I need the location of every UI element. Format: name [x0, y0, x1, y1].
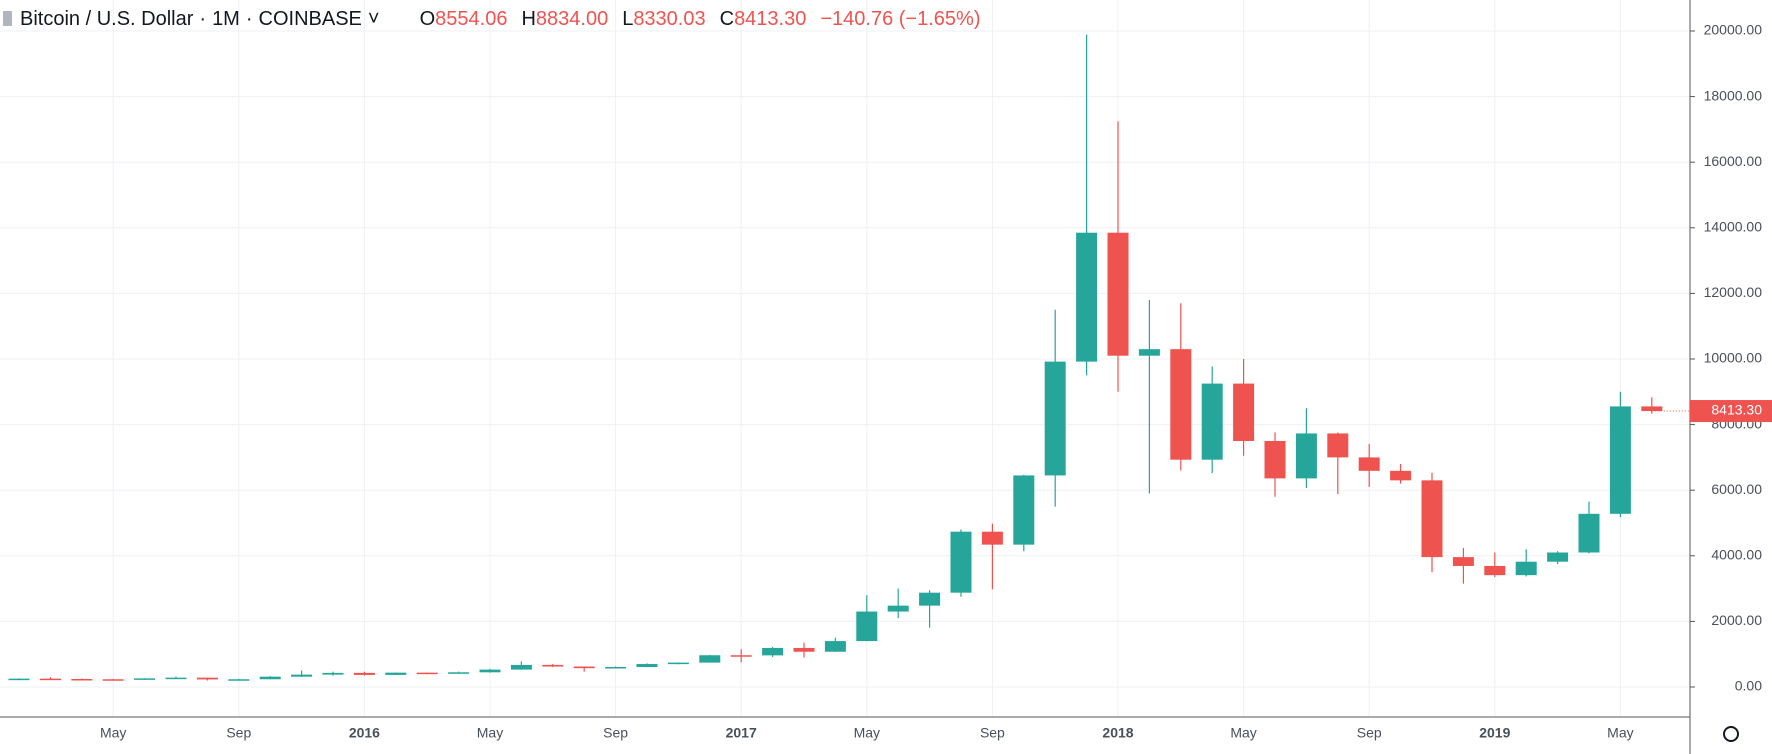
- candle-body: [919, 592, 941, 606]
- candle-body: [950, 531, 972, 593]
- candle-body: [322, 672, 344, 675]
- open-letter: O: [419, 8, 436, 30]
- x-tick-label: 2019: [1479, 725, 1510, 741]
- high-value: 8834.00: [535, 8, 609, 30]
- x-tick-label: Sep: [603, 725, 628, 741]
- flag-icon: [3, 11, 12, 26]
- candle-body: [196, 677, 218, 680]
- candle-body: [1578, 513, 1600, 553]
- candle-body: [1076, 232, 1098, 362]
- y-tick-label: 18000.00: [1704, 87, 1763, 103]
- candle-body: [1327, 433, 1349, 458]
- y-tick-label: 4000.00: [1711, 546, 1762, 562]
- candle-body: [1609, 406, 1631, 514]
- chevron[interactable]: ˅: [367, 8, 380, 30]
- candle-body: [102, 679, 124, 681]
- candle-body: [1358, 457, 1380, 471]
- candle-body: [1233, 383, 1255, 441]
- last-price-tag: [1690, 400, 1772, 423]
- x-tick-label: Sep: [226, 725, 251, 741]
- open-value: 8554.06: [435, 8, 508, 30]
- candle-body: [573, 666, 595, 669]
- candle-body: [762, 647, 784, 656]
- exchange[interactable]: COINBASE: [258, 8, 362, 30]
- x-tick-label: 2016: [349, 725, 380, 741]
- candle-body: [605, 667, 627, 669]
- candle-body: [1044, 361, 1066, 476]
- x-tick-label: Sep: [980, 725, 1005, 741]
- candle-body: [479, 669, 501, 673]
- candle-body: [1452, 557, 1474, 566]
- x-tick-label: May: [854, 725, 880, 741]
- candle-body: [259, 676, 281, 680]
- candle-body: [385, 672, 407, 675]
- separator: ·: [199, 8, 207, 30]
- candle-body: [856, 611, 878, 642]
- close-value: 8413.30: [734, 8, 807, 30]
- candle-body: [636, 664, 658, 668]
- candle-body: [291, 674, 313, 677]
- candle-body: [887, 605, 909, 612]
- candle-body: [1170, 349, 1192, 460]
- y-tick-label: 10000.00: [1704, 350, 1763, 366]
- x-tick-label: May: [1607, 725, 1633, 741]
- x-tick-label: May: [477, 725, 503, 741]
- interval: 1M: [212, 8, 240, 30]
- candle-body: [1201, 383, 1223, 460]
- candle-body: [510, 664, 532, 670]
- candle-body: [1421, 480, 1443, 558]
- candle-body: [1295, 433, 1317, 479]
- candle-body: [165, 677, 187, 680]
- y-tick-label: 20000.00: [1704, 22, 1763, 38]
- last-price-label: 8413.30: [1711, 402, 1762, 418]
- x-tick-label: 2017: [726, 725, 757, 741]
- candle-body: [542, 664, 564, 667]
- candle-body: [71, 678, 93, 681]
- candle-body: [8, 678, 30, 681]
- candle-body: [1013, 475, 1035, 545]
- y-tick-label: 12000.00: [1704, 284, 1763, 300]
- y-tick-label: 0.00: [1735, 678, 1762, 694]
- high-letter: H: [521, 8, 536, 30]
- candle-body: [793, 647, 815, 652]
- candle-body: [228, 679, 250, 681]
- symbol-header: Bitcoin / U.S. Dollar · 1M · COINBASE ˅ O8554.…: [20, 8, 994, 31]
- x-tick-label: May: [1230, 725, 1256, 741]
- y-tick-label: 16000.00: [1704, 153, 1763, 169]
- y-tick-label: 2000.00: [1711, 612, 1762, 628]
- candle-body: [353, 672, 375, 675]
- candle-body: [824, 641, 846, 652]
- candle-body: [416, 672, 438, 675]
- y-tick-label: 6000.00: [1711, 481, 1762, 497]
- candle-body: [39, 678, 61, 681]
- x-tick-label: Sep: [1357, 725, 1382, 741]
- low-value: 8330.03: [633, 8, 706, 30]
- x-tick-label: May: [100, 725, 126, 741]
- candle-body: [667, 662, 689, 665]
- candle-body: [1641, 406, 1663, 412]
- candle-body: [1107, 232, 1129, 356]
- symbol[interactable]: Bitcoin / U.S. Dollar: [20, 8, 194, 30]
- separator: ·: [245, 8, 253, 30]
- candle-body: [1484, 565, 1506, 576]
- candle-body: [1515, 561, 1537, 576]
- x-tick-label: 2018: [1102, 725, 1133, 741]
- y-tick-label: 14000.00: [1704, 218, 1763, 234]
- candle-body: [699, 655, 721, 663]
- change: −140.76 (−1.65%): [820, 8, 981, 30]
- settings-icon[interactable]: [1723, 726, 1739, 742]
- close-letter: C: [719, 8, 735, 30]
- candle-body: [981, 531, 1003, 545]
- candle-body: [1547, 552, 1569, 562]
- candle-body: [1264, 440, 1286, 479]
- candle-body: [134, 678, 156, 680]
- candle-body: [730, 655, 752, 657]
- low-letter: L: [622, 8, 634, 30]
- candle-body: [1138, 349, 1160, 356]
- candle-body: [1390, 470, 1412, 481]
- candle-body: [448, 672, 470, 674]
